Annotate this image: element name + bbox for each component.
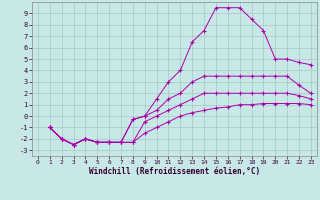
X-axis label: Windchill (Refroidissement éolien,°C): Windchill (Refroidissement éolien,°C) [89,167,260,176]
